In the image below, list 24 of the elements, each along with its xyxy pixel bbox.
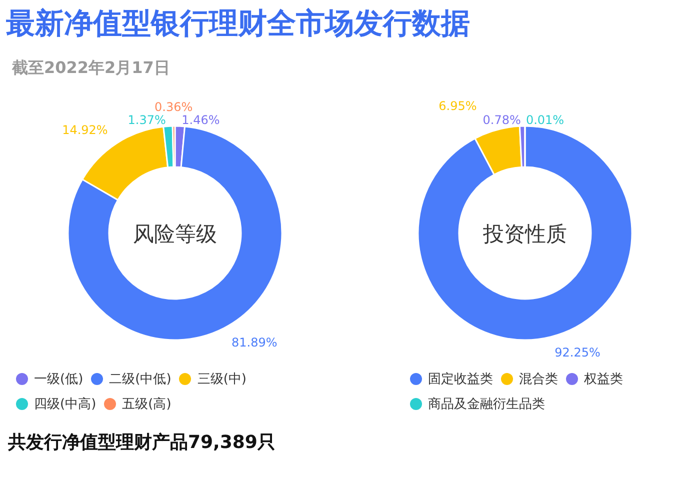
text: 最新净值型银行理财全市场发行数据 <box>6 5 470 42</box>
data-label: 0.78% <box>482 113 521 127</box>
legend-label: 固定收益类 <box>428 371 493 388</box>
legend-label: 四级(中高) <box>34 396 96 413</box>
text: 共发行净值型理财产品79,389只 <box>8 431 276 454</box>
legend-label: 混合类 <box>519 371 558 388</box>
data-label: 81.89% <box>231 335 278 350</box>
donut-slice <box>417 125 633 341</box>
legend-label: 五级(高) <box>122 396 172 413</box>
text: 风险等级 <box>133 222 217 246</box>
data-label: 0.01% <box>526 113 564 127</box>
data-label: 92.25% <box>554 345 600 360</box>
data-label: 1.46% <box>182 113 220 127</box>
data-label: 6.95% <box>438 99 477 113</box>
legend-label: 二级(中低) <box>109 371 172 388</box>
data-label: 1.37% <box>128 113 166 127</box>
text: 投资性质 <box>482 222 567 246</box>
legend-label: 三级(中) <box>197 371 246 388</box>
legend-label: 商品及金融衍生品类 <box>428 396 545 413</box>
data-label: 14.92% <box>62 122 108 137</box>
legend-label: 一级(低) <box>34 371 84 388</box>
legend-label: 权益类 <box>584 371 623 388</box>
data-label: 0.36% <box>154 100 193 114</box>
text: 截至2022年2月17日 <box>12 58 170 79</box>
